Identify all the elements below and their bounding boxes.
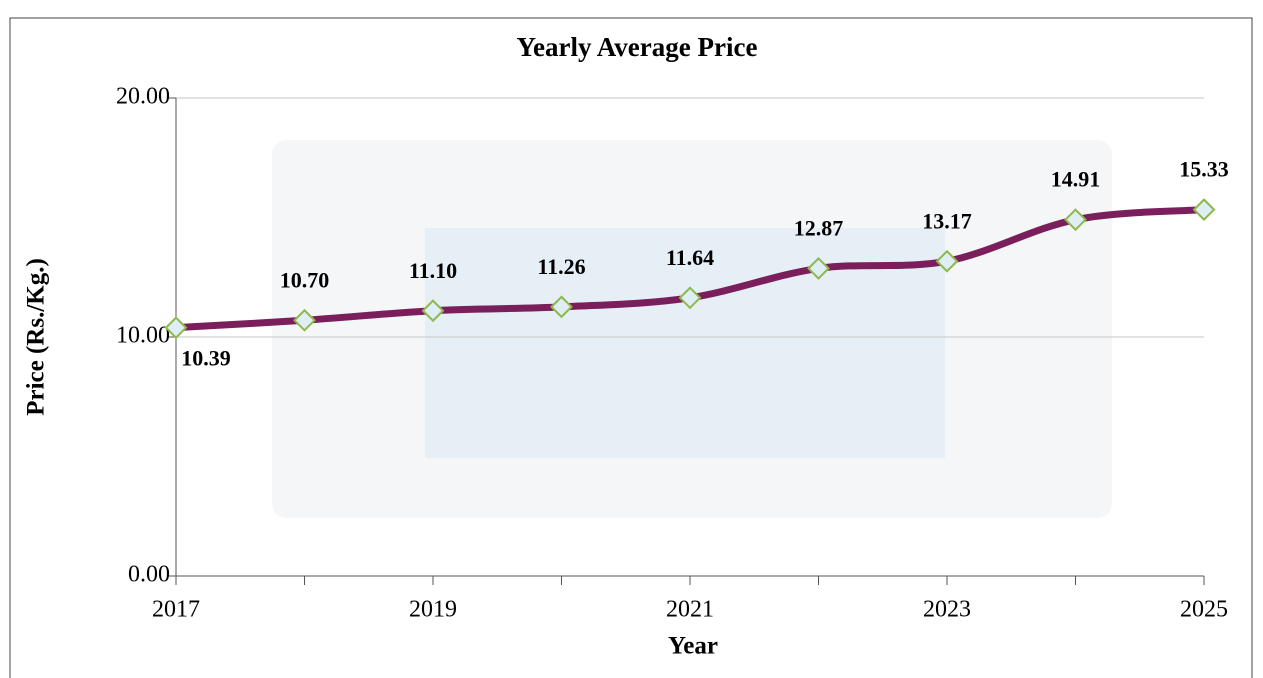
marker — [935, 249, 959, 273]
marker — [164, 316, 188, 340]
data-label: 11.26 — [537, 254, 585, 279]
data-label: 14.91 — [1051, 167, 1101, 192]
data-label: 10.70 — [280, 267, 330, 292]
y-axis-label: Price (Rs./Kg.) — [23, 258, 50, 416]
data-label: 11.64 — [666, 245, 714, 270]
x-tick-label: 2025 — [1180, 597, 1228, 623]
x-tick-label: 2019 — [409, 597, 457, 623]
x-axis-label: Year — [668, 633, 718, 660]
marker — [1064, 208, 1087, 232]
y-tick-label: 20.00 — [116, 84, 170, 110]
data-label: 11.10 — [409, 258, 457, 283]
marker — [293, 308, 316, 332]
data-label: 13.17 — [922, 208, 972, 233]
marker — [421, 299, 445, 323]
marker — [807, 256, 830, 280]
x-tick-label: 2023 — [923, 597, 971, 623]
data-label: 10.39 — [181, 346, 231, 371]
marker — [1192, 198, 1216, 222]
marker — [550, 295, 573, 319]
x-tick-label: 2021 — [666, 597, 714, 623]
data-label: 12.87 — [794, 215, 844, 240]
y-tick-label: 0.00 — [128, 562, 170, 588]
data-label: 15.33 — [1179, 157, 1229, 182]
x-tick-label: 2017 — [152, 597, 200, 623]
y-tick-label: 10.00 — [116, 323, 170, 349]
chart-title: Yearly Average Price — [517, 32, 758, 62]
marker — [678, 286, 702, 310]
